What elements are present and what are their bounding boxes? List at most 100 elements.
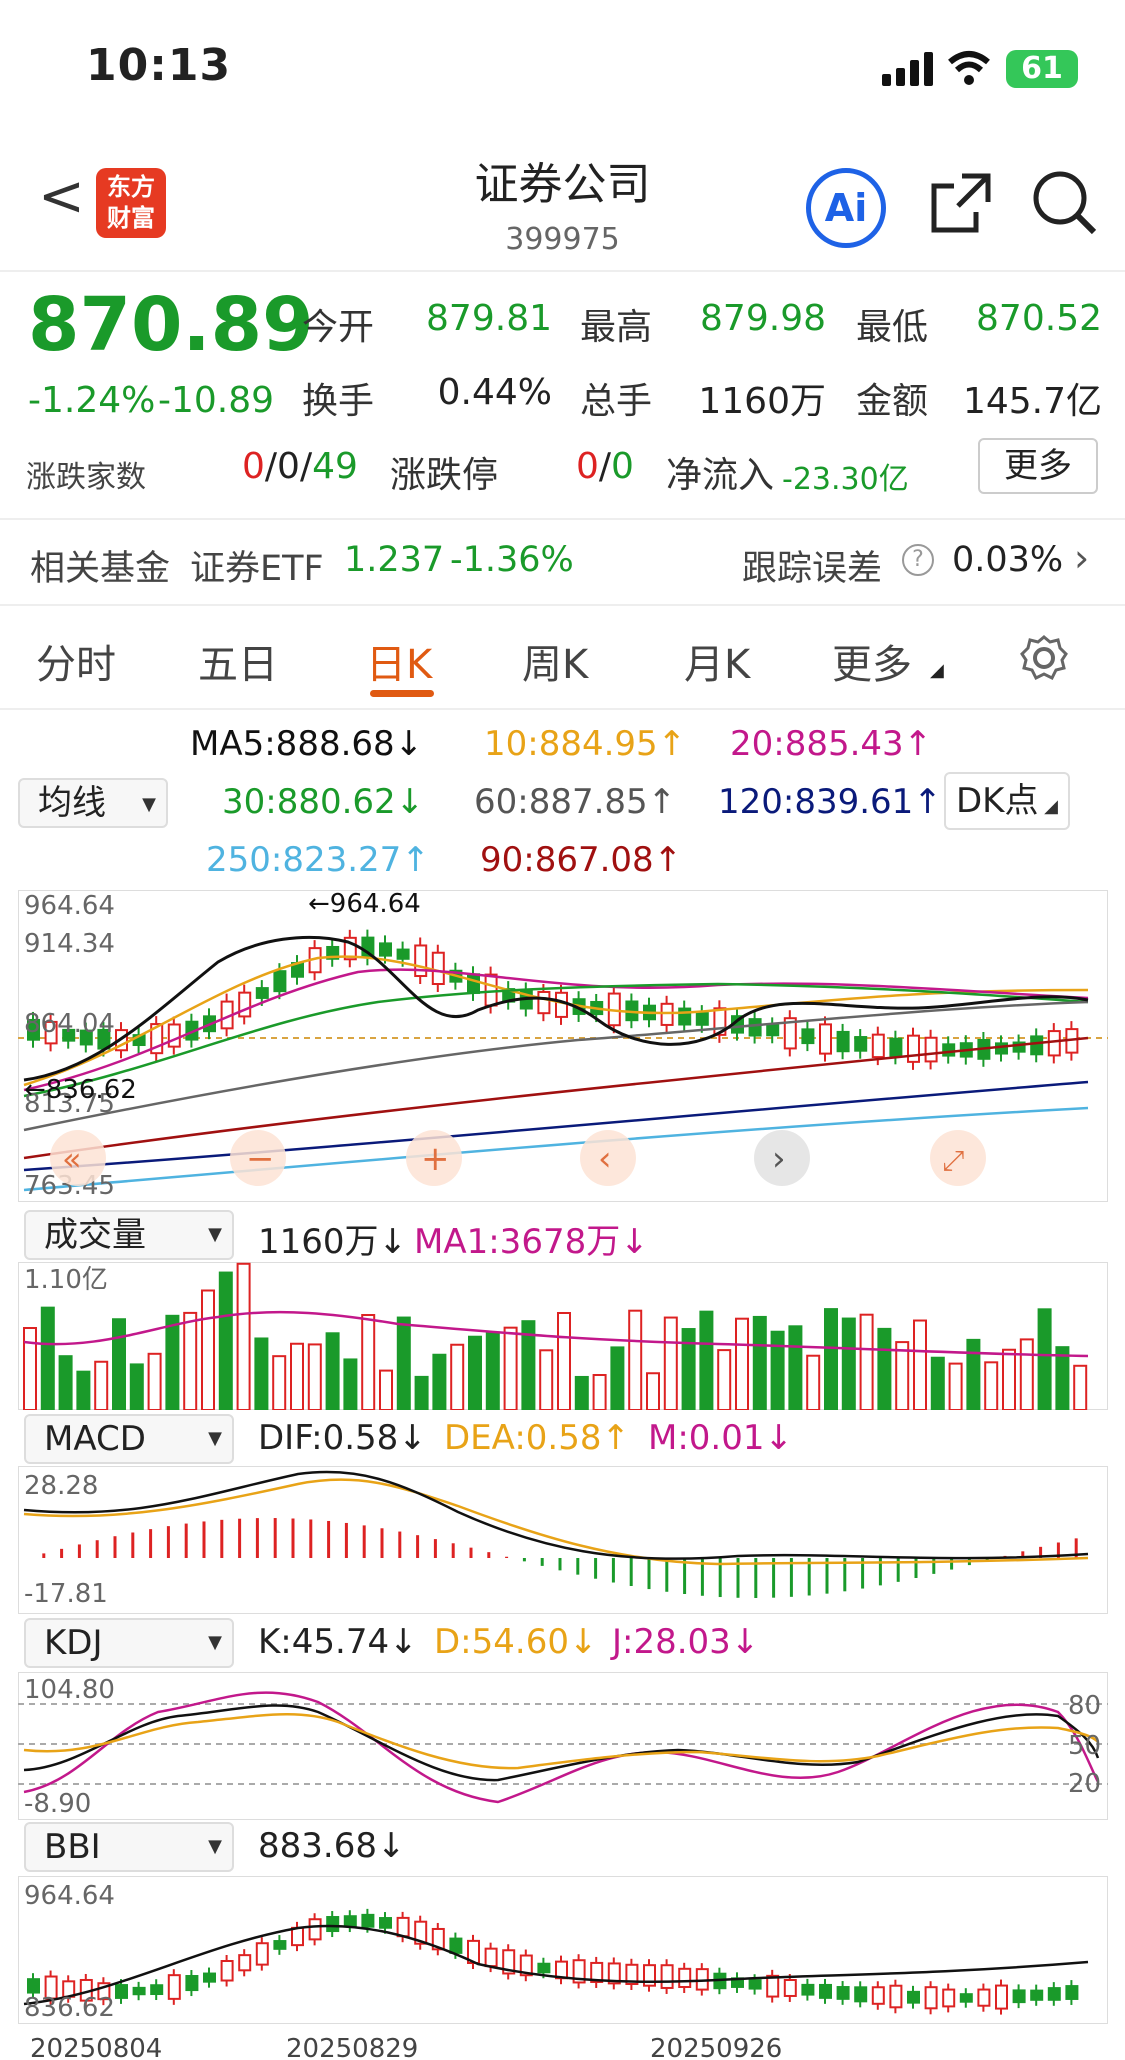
turnover-label: 换手: [302, 381, 375, 422]
kline-candle: [854, 1036, 868, 1052]
open-label: 今开: [302, 307, 375, 348]
bbi-candle: [819, 1983, 832, 1999]
limit-counts: 0/0: [576, 446, 634, 487]
kline-candle: [255, 987, 269, 999]
kline-candle: [766, 1024, 780, 1037]
bbi-candle: [1030, 1989, 1044, 2001]
kdj-chart[interactable]: 104.80 -8.90 80 50 20: [18, 1672, 1108, 1820]
fund-name[interactable]: 证券ETF: [190, 549, 324, 589]
ma-selector[interactable]: 均线 ▼: [18, 778, 168, 828]
kline-chart[interactable]: 964.64 914.34 864.04 813.75 763.45 ←964.…: [18, 890, 1108, 1202]
volume-bar: [254, 1337, 269, 1410]
bbi-candle: [414, 1920, 428, 1945]
volume-bar: [948, 1362, 963, 1410]
bbi-candle: [555, 1960, 568, 1980]
fullscreen-icon: [930, 1130, 986, 1186]
volume-value: 1160万: [698, 381, 826, 422]
kline-candle: [537, 990, 551, 1015]
tracking-error-label: 跟踪误差: [742, 549, 883, 589]
volume-bar: [432, 1353, 447, 1410]
bbi-candle: [44, 1975, 58, 2000]
volume-bar: [663, 1316, 678, 1410]
volume-bar: [396, 1316, 411, 1410]
kdj-k-line: [23, 1704, 1100, 1782]
dea-line: [23, 1478, 1089, 1566]
bbi-chart[interactable]: 964.64 836.62: [18, 1876, 1108, 2024]
tab-intraday[interactable]: 分时: [36, 642, 116, 688]
help-icon[interactable]: ?: [902, 544, 934, 576]
volume-bar: [841, 1317, 856, 1410]
bbi-candle: [995, 1984, 1008, 2010]
volume-bar: [699, 1310, 714, 1410]
date-label-1: 20250804: [30, 2034, 163, 2060]
limit-label: 涨跌停: [390, 455, 499, 496]
volume-bar: [129, 1363, 144, 1410]
tab-more[interactable]: 更多: [832, 642, 912, 688]
kdj-level-50: 50: [1068, 1731, 1101, 1761]
bbi-candle: [1065, 1985, 1079, 2000]
bbi-candle: [238, 1954, 252, 1972]
volume-bar: [307, 1343, 322, 1410]
volume-bar: [752, 1315, 767, 1410]
bbi-candle: [924, 1986, 938, 2010]
volume-bar: [147, 1352, 162, 1410]
kdj-d: D:54.60↓: [434, 1622, 598, 1662]
settings-gear-icon[interactable]: [1020, 634, 1068, 682]
bbi-candle: [379, 1917, 392, 1929]
high-value: 879.98: [700, 298, 826, 339]
kline-ytick-top: 964.64: [24, 891, 115, 921]
ma120-line: [23, 1080, 1089, 1172]
kline-candle: [326, 945, 340, 960]
ma10-label: 10:884.95↑: [484, 724, 687, 764]
tab-monthly-k[interactable]: 月K: [684, 642, 751, 688]
volume-bar: [23, 1327, 37, 1410]
bbi-candle: [625, 1963, 639, 1986]
share-icon[interactable]: [928, 170, 994, 236]
kline-candle: [924, 1036, 938, 1063]
bbi-candle: [308, 1918, 322, 1941]
ai-assistant-button[interactable]: Ai: [806, 168, 886, 248]
volume-bar: [343, 1358, 358, 1410]
status-bar: 10:13 61: [0, 0, 1125, 130]
tab-five-day[interactable]: 五日: [198, 642, 278, 688]
bbi-candle: [977, 1988, 991, 2007]
bbi-selector[interactable]: BBI ▼: [24, 1822, 234, 1872]
volume-bar: [165, 1314, 180, 1410]
kline-candle: [238, 991, 252, 1018]
fund-price: 1.237: [344, 540, 445, 580]
back-button[interactable]: <: [38, 164, 85, 229]
netflow-label: 净流入: [666, 455, 775, 496]
bbi-candle: [97, 1982, 111, 2001]
more-quote-button[interactable]: 更多: [978, 438, 1098, 494]
bbi-candle: [942, 1988, 956, 2008]
volume-chart[interactable]: 1.10亿: [18, 1262, 1108, 1410]
tracking-error-value: 0.03%: [952, 540, 1064, 580]
bbi-candle: [854, 1986, 868, 2003]
kdj-j-line: [23, 1691, 1100, 1804]
bbi-candle: [1012, 1989, 1026, 2004]
search-icon[interactable]: [1030, 168, 1098, 236]
kline-ytick-3: 864.04: [24, 1009, 115, 1039]
stock-code: 399975: [505, 222, 620, 257]
macd-chart[interactable]: 28.28 -17.81: [18, 1466, 1108, 1614]
tab-weekly-k[interactable]: 周K: [522, 642, 589, 688]
chevron-right-icon[interactable]: ›: [1074, 536, 1090, 580]
volume-bar: [717, 1349, 732, 1410]
macd-selector[interactable]: MACD ▼: [24, 1414, 234, 1464]
kline-candle: [414, 944, 428, 978]
volume-bar: [290, 1342, 304, 1410]
volume-ma1: MA1:3678万↓: [414, 1222, 649, 1262]
volume-indicator-selector[interactable]: 成交量 ▼: [24, 1210, 234, 1260]
change-pct: -1.24%: [28, 380, 156, 421]
turnover-value: 0.44%: [437, 372, 552, 413]
dk-point-button[interactable]: DK点 ◢: [944, 772, 1070, 830]
tab-daily-k[interactable]: 日K: [366, 642, 433, 688]
pan-left-icon: [580, 1130, 636, 1186]
bbi-candle: [255, 1942, 269, 1966]
volume-bar: [895, 1341, 910, 1410]
kline-candle: [819, 1023, 832, 1055]
ma60-label: 60:887.85↑: [474, 782, 677, 822]
kdj-selector[interactable]: KDJ ▼: [24, 1618, 234, 1668]
kline-ytick-2: 914.34: [24, 929, 115, 959]
kline-candle: [942, 1043, 956, 1057]
